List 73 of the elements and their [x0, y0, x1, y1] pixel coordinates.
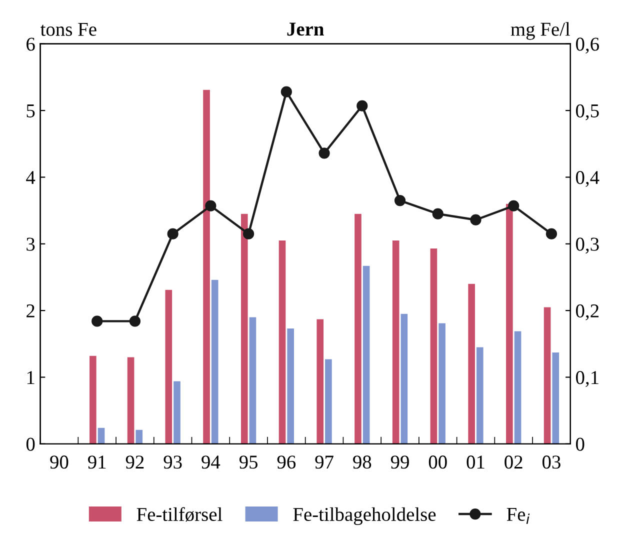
bar	[90, 356, 96, 444]
bar	[249, 317, 256, 444]
bar	[514, 331, 522, 444]
bar	[354, 214, 362, 444]
point	[205, 200, 216, 212]
bar	[316, 319, 324, 444]
y2-axis-title: mg Fe/l	[510, 22, 570, 40]
point	[394, 194, 406, 206]
x-tick-label: 95	[239, 456, 258, 469]
bar	[240, 214, 248, 444]
bar	[136, 430, 143, 444]
point	[470, 214, 482, 226]
bar	[392, 240, 400, 444]
legend-label: Fe-tilbageholdelse	[293, 507, 436, 526]
bar	[211, 280, 218, 444]
point	[167, 228, 178, 240]
x-tick-label: 90	[50, 456, 68, 469]
x-tick-label: 98	[353, 456, 372, 469]
legend-label: Fe-tilførsel	[136, 507, 222, 522]
bar	[400, 314, 408, 444]
x-tick-label: 93	[164, 456, 182, 469]
x-tick-label: 96	[277, 456, 296, 469]
x-tick-label: 01	[466, 456, 484, 469]
bar	[438, 323, 446, 444]
point	[129, 316, 141, 327]
bar	[552, 352, 560, 444]
point	[356, 100, 368, 112]
bar	[476, 347, 484, 444]
bar	[165, 290, 172, 444]
y2-tick-label: 0,5	[576, 104, 599, 120]
x-tick-label: 92	[126, 456, 144, 469]
bar	[127, 357, 134, 444]
bar	[278, 240, 286, 444]
bar	[287, 328, 294, 444]
bar	[362, 266, 370, 444]
y2-tick-label: 0	[576, 438, 584, 451]
y-tick-label: 1	[27, 371, 34, 384]
y-tick-label: 0	[26, 438, 35, 451]
point	[318, 148, 330, 159]
bar	[544, 307, 551, 444]
y-tick-label: 2	[26, 304, 34, 318]
point	[432, 208, 444, 220]
y-tick-label: 6	[26, 38, 35, 51]
y2-tick-label: 0,4	[576, 171, 600, 187]
bar	[468, 284, 475, 444]
y2-tick-label: 0,3	[576, 238, 599, 254]
bar	[174, 381, 180, 444]
x-tick-label: 91	[88, 456, 106, 469]
point	[508, 200, 520, 212]
bar	[203, 90, 210, 444]
bar	[98, 428, 105, 444]
bar	[506, 204, 513, 444]
x-tick-label: 00	[428, 456, 447, 469]
y2-tick-label: 0,2	[576, 304, 598, 320]
x-tick-label: 03	[542, 456, 560, 469]
y2-tick-label: 0,1	[576, 371, 598, 387]
x-tick-label: 97	[315, 456, 334, 469]
y-tick-label: 4	[26, 171, 36, 184]
point	[243, 228, 254, 240]
y-tick-label: 3	[26, 238, 35, 251]
x-tick-label: 99	[390, 456, 409, 469]
y2-tick-label: 0,6	[576, 38, 599, 54]
x-tick-label: 94	[202, 456, 220, 469]
y-tick-label: 5	[26, 104, 35, 118]
y-axis-title: tons Fe	[40, 22, 96, 36]
x-tick-label: 02	[504, 456, 522, 469]
point	[92, 316, 103, 327]
bar	[325, 359, 332, 444]
chart-title: Jern	[287, 22, 324, 36]
point	[546, 228, 558, 240]
point	[280, 86, 292, 98]
bar	[430, 248, 438, 444]
legend-label: Fe$_{i}$	[506, 508, 530, 524]
